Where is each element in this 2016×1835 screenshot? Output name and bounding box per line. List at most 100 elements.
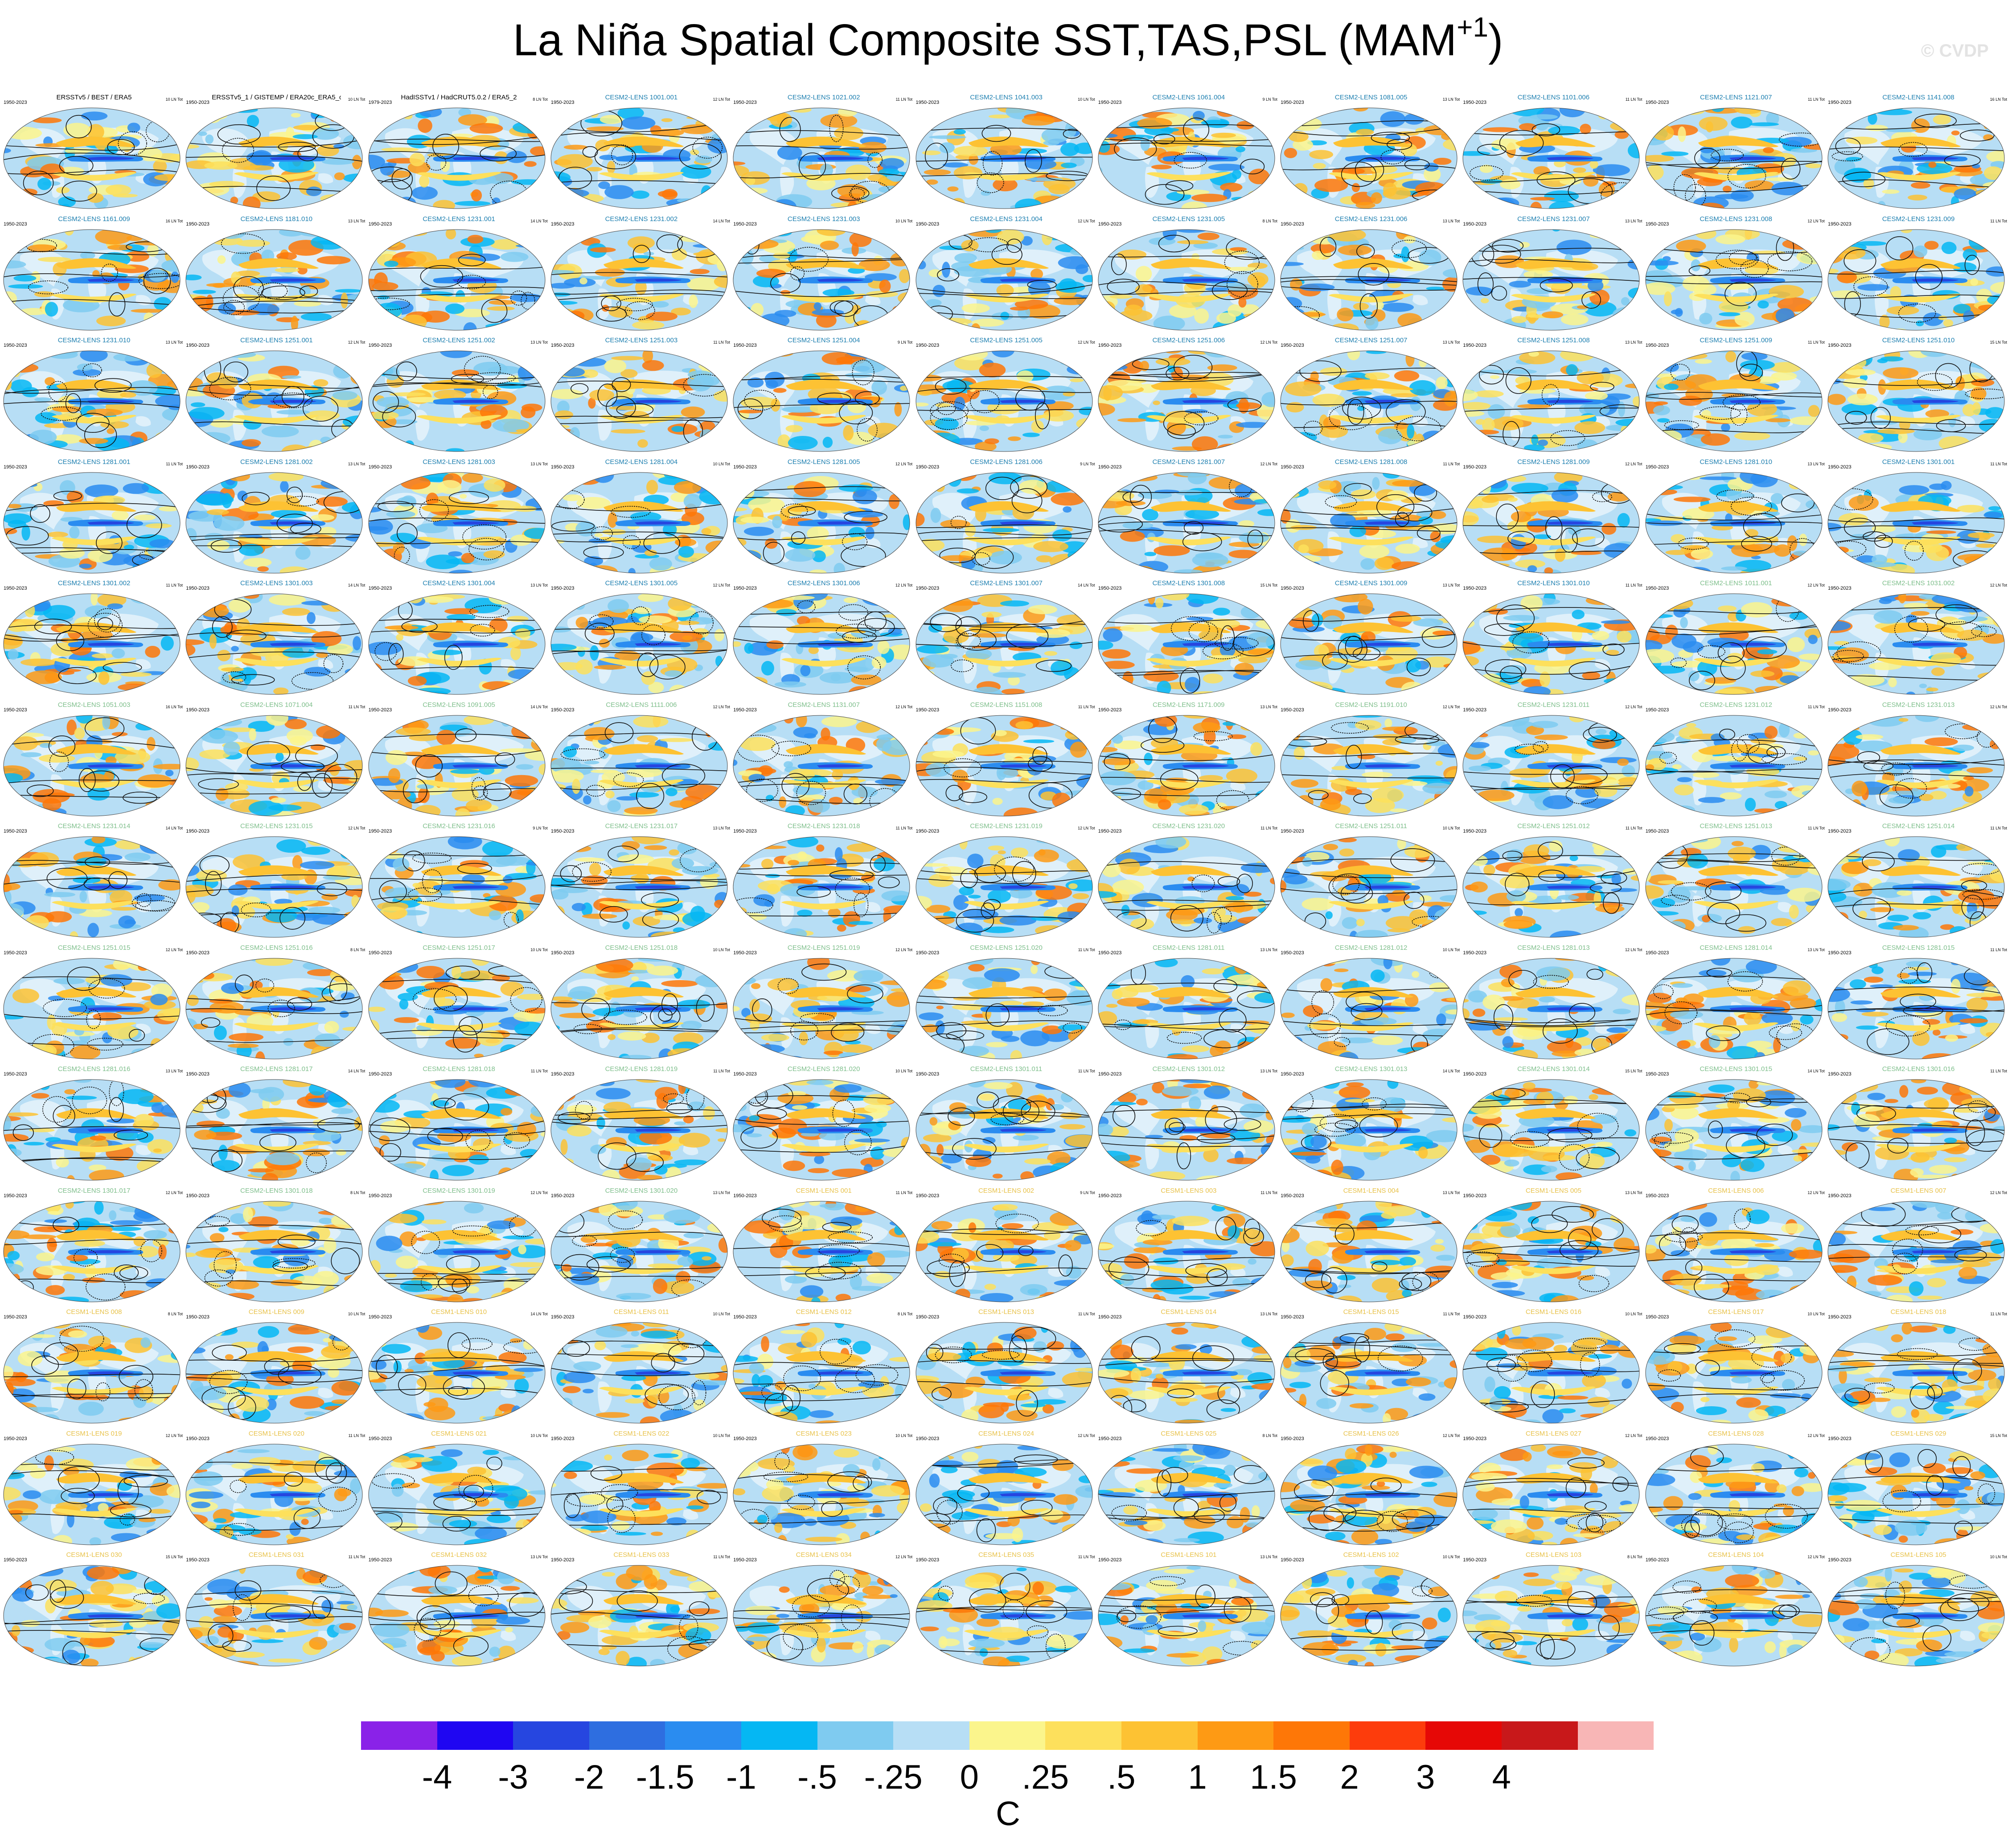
robinson-map bbox=[733, 107, 910, 209]
anomaly-patch bbox=[1983, 118, 1993, 130]
psl-contour bbox=[916, 156, 1092, 162]
panel-title: CESM2-LENS 1081.005 bbox=[1334, 94, 1408, 101]
anomaly-patch bbox=[1392, 561, 1424, 571]
anomaly-patch bbox=[511, 179, 545, 185]
anomaly-patch bbox=[14, 322, 23, 330]
anomaly-patch bbox=[188, 668, 199, 682]
anomaly-patch bbox=[1967, 532, 1995, 538]
anomaly-patch bbox=[1802, 229, 1822, 241]
anomaly-patch bbox=[550, 320, 570, 330]
psl-contour bbox=[799, 152, 826, 180]
anomaly-patch bbox=[733, 161, 746, 166]
panel-years: 1950-2023 bbox=[733, 100, 757, 105]
anomaly-patch bbox=[1762, 147, 1774, 153]
panel-title: CESM2-LENS 1251.003 bbox=[605, 337, 678, 344]
anomaly-patch bbox=[96, 315, 126, 326]
anomaly-patch bbox=[1216, 108, 1235, 117]
psl-contour bbox=[186, 386, 363, 396]
panel-event-count: 8 LN Tot bbox=[533, 97, 548, 102]
anomaly-patch bbox=[20, 658, 57, 666]
anomaly-patch bbox=[1434, 229, 1458, 239]
anomaly-patch bbox=[733, 549, 747, 557]
anomaly-patch bbox=[1098, 445, 1110, 452]
anomaly-patch bbox=[599, 115, 623, 124]
anomaly-patch bbox=[1288, 131, 1309, 142]
anomaly-patch bbox=[317, 144, 339, 156]
anomaly-patch bbox=[145, 646, 160, 658]
anomaly-patch bbox=[1646, 165, 1664, 180]
anomaly-patch bbox=[1913, 245, 1928, 257]
anomaly-patch bbox=[1191, 436, 1218, 452]
cold-tongue-core bbox=[817, 156, 864, 160]
anomaly-patch bbox=[916, 538, 944, 552]
map-panel: CESM2-LENS 1301.010 1950-2023 11 LN Tot bbox=[1462, 579, 1644, 701]
anomaly-patch bbox=[1000, 600, 1029, 607]
anomaly-patch bbox=[1645, 371, 1653, 379]
anomaly-patch bbox=[1072, 229, 1092, 237]
anomaly-patch bbox=[1067, 727, 1080, 735]
anomaly-patch bbox=[1958, 108, 1975, 116]
anomaly-patch bbox=[788, 411, 821, 417]
warm-band bbox=[1876, 172, 1961, 181]
anomaly-patch bbox=[47, 531, 68, 538]
anomaly-patch bbox=[870, 474, 903, 481]
map-panel: CESM2-LENS 1251.002 1950-2023 13 LN Tot bbox=[368, 337, 550, 458]
panel-years: 1950-2023 bbox=[1281, 221, 1304, 227]
anomaly-patch bbox=[1658, 351, 1691, 358]
map-outline bbox=[550, 107, 728, 209]
anomaly-patch bbox=[201, 234, 224, 242]
psl-contour bbox=[733, 173, 910, 179]
anomaly-patch bbox=[1851, 109, 1866, 114]
anomaly-patch bbox=[1244, 447, 1267, 452]
anomaly-patch bbox=[1465, 472, 1485, 484]
psl-contour bbox=[1581, 291, 1601, 308]
psl-contour bbox=[510, 290, 527, 305]
panel-years: 1950-2023 bbox=[1281, 586, 1304, 591]
anomaly-patch bbox=[594, 533, 603, 537]
anomaly-patch bbox=[396, 634, 403, 641]
anomaly-patch bbox=[699, 421, 715, 431]
anomaly-patch bbox=[282, 375, 302, 379]
psl-contour bbox=[1491, 285, 1507, 300]
anomaly-patch bbox=[773, 388, 787, 393]
panel-title: CESM2-LENS 1171.009 bbox=[1153, 701, 1225, 709]
anomaly-patch bbox=[276, 410, 310, 415]
anomaly-patch bbox=[1222, 721, 1236, 726]
anomaly-patch bbox=[147, 736, 156, 751]
anomaly-patch bbox=[1986, 230, 1998, 246]
anomaly-patch bbox=[230, 108, 258, 113]
anomaly-patch bbox=[1177, 240, 1209, 244]
anomaly-patch bbox=[436, 729, 456, 745]
anomaly-patch bbox=[143, 229, 156, 237]
anomaly-patch bbox=[293, 785, 312, 792]
anomaly-patch bbox=[1535, 119, 1549, 131]
anomaly-patch bbox=[925, 762, 950, 777]
anomaly-patch bbox=[1954, 188, 1976, 200]
anomaly-patch bbox=[1010, 306, 1029, 311]
anomaly-patch bbox=[957, 488, 979, 493]
anomaly-patch bbox=[1883, 367, 1919, 379]
anomaly-patch bbox=[1227, 304, 1242, 317]
map-panel: CESM2-LENS 1251.003 1950-2023 11 LN Tot bbox=[550, 337, 732, 458]
anomaly-patch bbox=[1769, 284, 1804, 299]
robinson-map bbox=[185, 350, 363, 452]
anomaly-patch bbox=[1655, 558, 1678, 572]
anomaly-patch bbox=[1120, 530, 1145, 542]
robinson-map bbox=[1645, 350, 1823, 452]
anomaly-patch bbox=[717, 196, 727, 201]
anomaly-patch bbox=[566, 310, 585, 321]
anomaly-patch bbox=[1157, 681, 1171, 694]
anomaly-patch bbox=[997, 229, 1024, 245]
anomaly-patch bbox=[916, 352, 940, 357]
anomaly-patch bbox=[1353, 302, 1369, 310]
anomaly-patch bbox=[445, 448, 464, 452]
anomaly-patch bbox=[940, 596, 973, 612]
anomaly-patch bbox=[339, 472, 349, 481]
anomaly-patch bbox=[1218, 435, 1233, 439]
anomaly-patch bbox=[1444, 391, 1457, 406]
map-panel: ERSSTv5_1 / GISTEMP / ERA20c_ERA5_comb19… bbox=[185, 94, 367, 215]
warm-band bbox=[1333, 136, 1414, 148]
anomaly-patch bbox=[1530, 197, 1555, 201]
anomaly-patch bbox=[954, 253, 977, 263]
anomaly-patch bbox=[1618, 594, 1640, 599]
